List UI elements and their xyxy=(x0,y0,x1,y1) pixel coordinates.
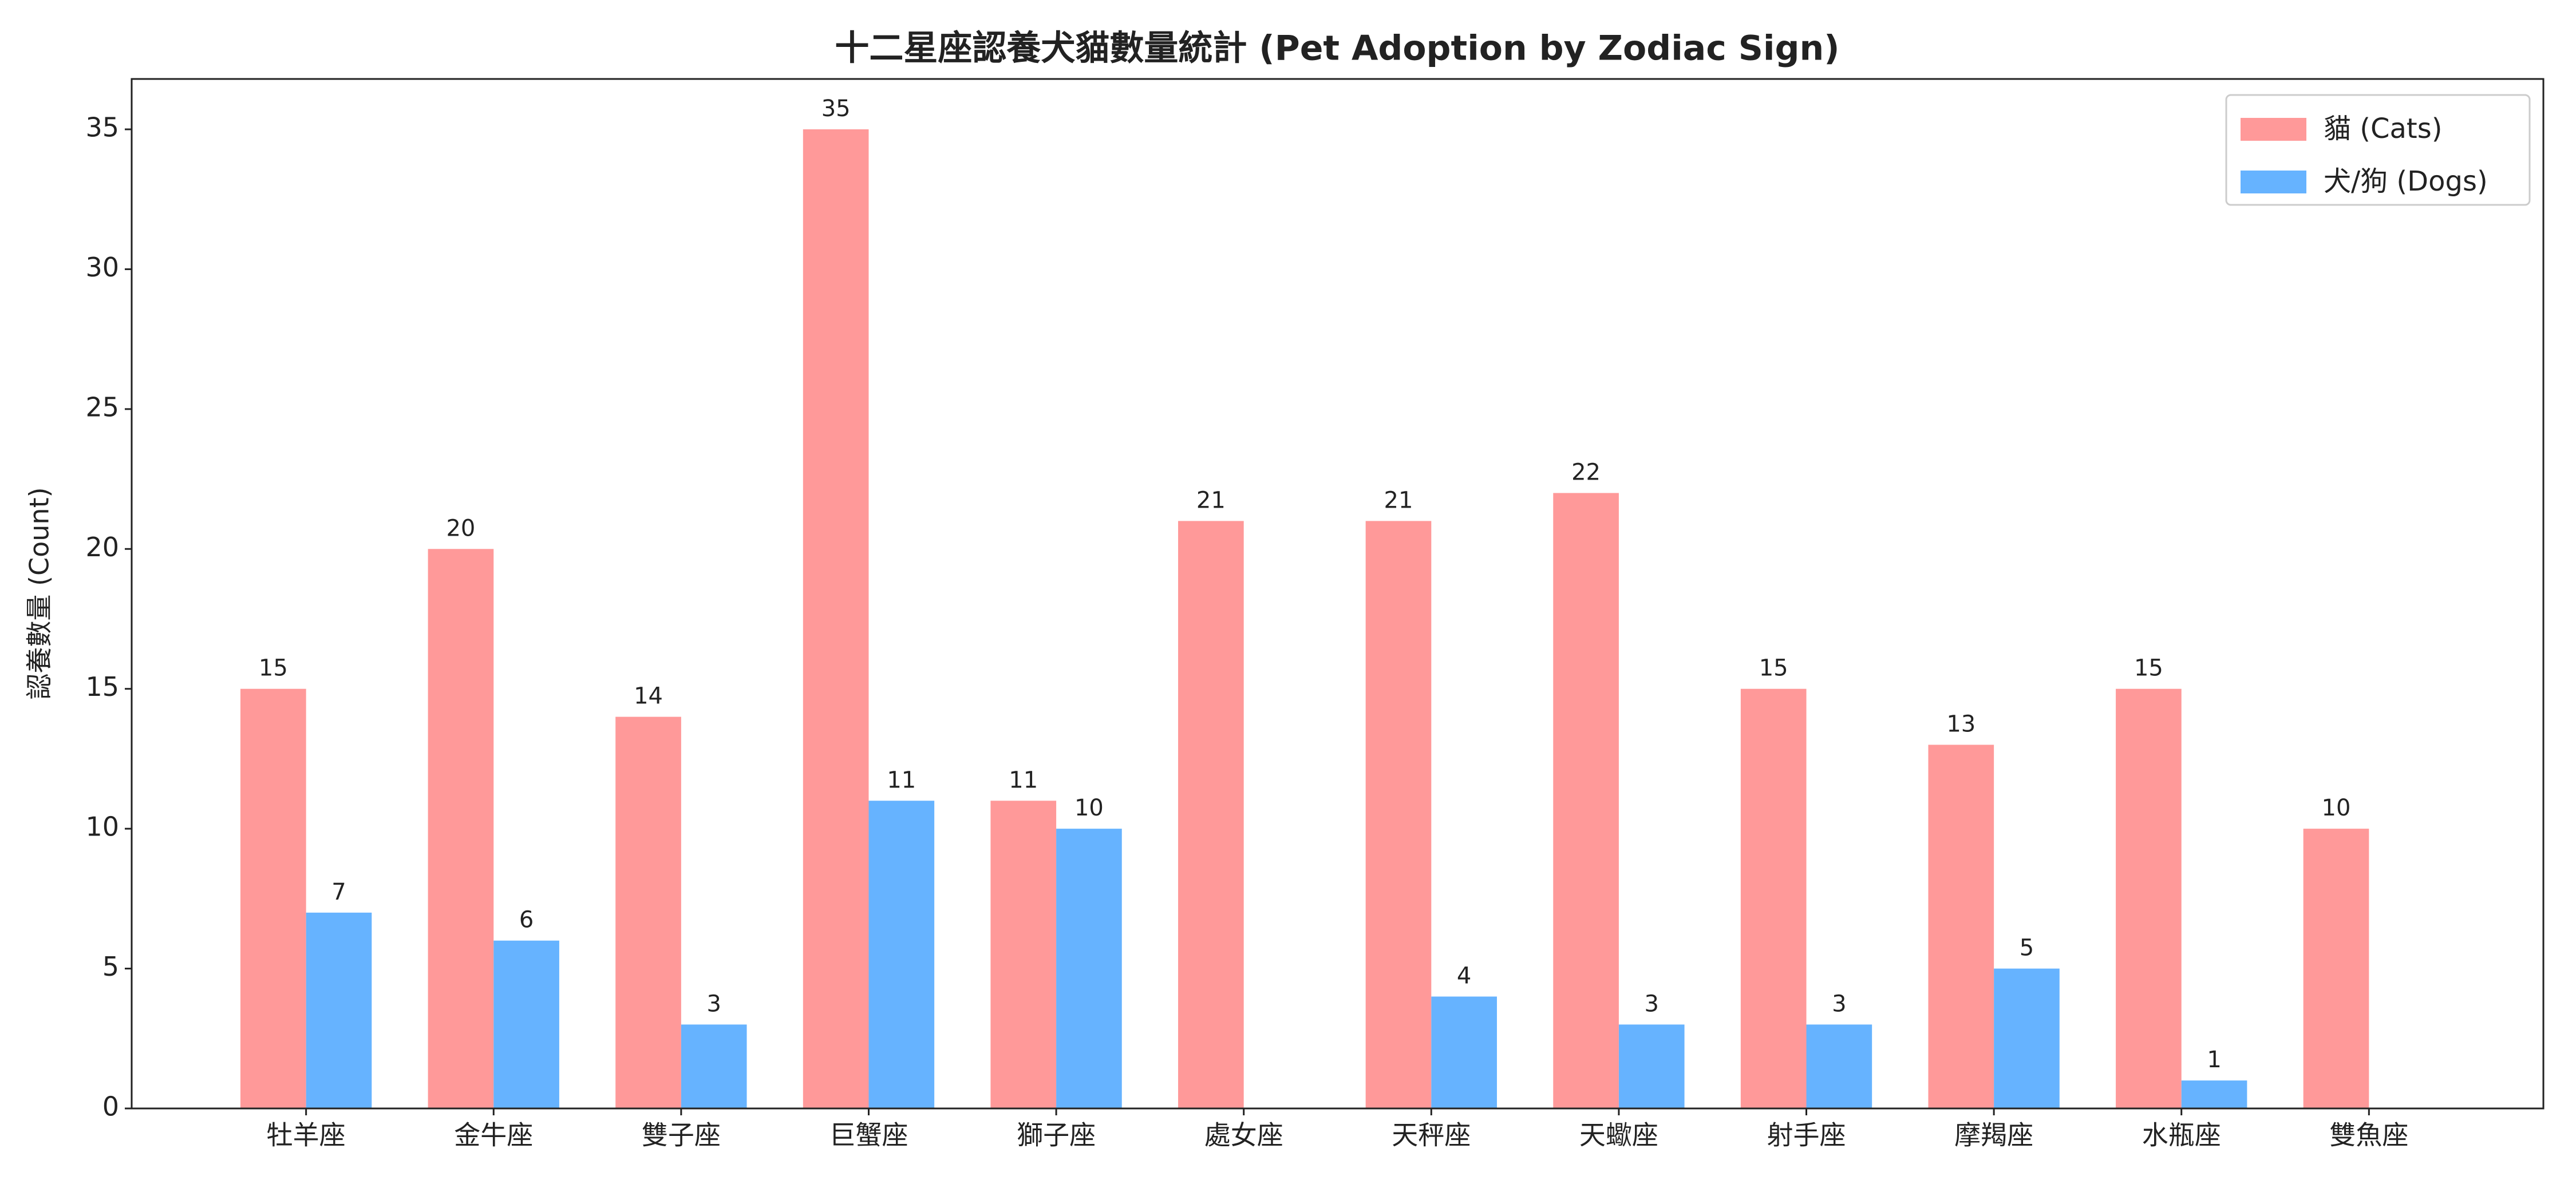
value-label: 14 xyxy=(634,683,663,710)
value-label: 5 xyxy=(2020,935,2034,961)
value-label: 7 xyxy=(331,879,346,905)
bar xyxy=(1928,745,1994,1108)
y-tick-label: 35 xyxy=(85,112,119,142)
bar xyxy=(1431,996,1497,1108)
legend-label: 貓 (Cats) xyxy=(2324,113,2442,145)
legend-label: 犬/狗 (Dogs) xyxy=(2324,165,2488,197)
value-label: 3 xyxy=(1832,991,1846,1017)
value-label: 13 xyxy=(1946,711,1976,737)
axes-frame xyxy=(131,78,2545,1110)
bar xyxy=(2303,829,2369,1108)
y-tick-label: 30 xyxy=(85,252,119,283)
value-label: 22 xyxy=(1571,460,1601,486)
value-label: 6 xyxy=(519,907,534,933)
y-tick-label: 10 xyxy=(85,811,119,842)
value-label: 15 xyxy=(2134,655,2163,682)
bar xyxy=(681,1024,747,1108)
value-label: 1 xyxy=(2207,1047,2221,1073)
value-label: 20 xyxy=(446,515,475,541)
y-tick-label: 15 xyxy=(85,671,119,702)
bar xyxy=(868,801,935,1108)
bar xyxy=(1994,968,2060,1108)
value-label: 35 xyxy=(821,96,851,122)
bar xyxy=(990,801,1057,1108)
bar xyxy=(1740,688,1807,1108)
bar xyxy=(1806,1024,1872,1108)
x-tick-label: 巨蟹座 xyxy=(829,1120,908,1151)
value-label: 11 xyxy=(1009,767,1038,793)
bar xyxy=(306,912,372,1108)
bar xyxy=(428,549,494,1108)
x-tick-label: 處女座 xyxy=(1204,1120,1283,1151)
x-tick-label: 天秤座 xyxy=(1392,1120,1471,1151)
bar xyxy=(615,716,681,1108)
legend-swatch xyxy=(2241,171,2306,193)
x-tick-label: 金牛座 xyxy=(454,1120,533,1151)
x-tick-label: 水瓶座 xyxy=(2142,1120,2221,1151)
value-label: 11 xyxy=(887,767,916,793)
bar xyxy=(1365,521,1432,1108)
y-tick-label: 20 xyxy=(85,532,119,563)
x-tick-label: 雙子座 xyxy=(642,1120,721,1151)
value-label: 15 xyxy=(1759,655,1788,682)
value-label: 21 xyxy=(1384,487,1413,513)
value-label: 3 xyxy=(1645,991,1659,1017)
y-tick-label: 25 xyxy=(85,391,119,422)
value-label: 21 xyxy=(1196,487,1226,513)
bar xyxy=(1553,493,1619,1108)
bar xyxy=(240,688,306,1108)
x-tick-label: 牡羊座 xyxy=(267,1120,346,1151)
value-label: 15 xyxy=(259,655,288,682)
x-tick-label: 雙魚座 xyxy=(2329,1120,2408,1151)
value-label: 4 xyxy=(1457,963,1471,989)
bar xyxy=(1618,1024,1685,1108)
bar xyxy=(1056,829,1122,1108)
x-tick-label: 天蠍座 xyxy=(1579,1120,1658,1151)
chart-title: 十二星座認養犬貓數量統計 (Pet Adoption by Zodiac Sig… xyxy=(835,29,1839,69)
value-label: 10 xyxy=(1074,795,1104,821)
value-label: 10 xyxy=(2322,795,2351,821)
x-tick-label: 射手座 xyxy=(1767,1120,1846,1151)
bar xyxy=(803,129,869,1108)
bar xyxy=(2181,1080,2247,1108)
value-label: 3 xyxy=(706,991,721,1017)
x-tick-label: 獅子座 xyxy=(1017,1120,1096,1151)
bar xyxy=(493,940,559,1108)
bar xyxy=(1178,521,1244,1108)
x-tick-label: 摩羯座 xyxy=(1954,1120,2033,1151)
y-tick-label: 5 xyxy=(102,951,119,982)
y-tick-label: 0 xyxy=(102,1091,119,1122)
y-axis-label: 認養數量 (Count) xyxy=(24,487,55,699)
legend-swatch xyxy=(2241,118,2306,141)
bar xyxy=(2116,688,2182,1108)
